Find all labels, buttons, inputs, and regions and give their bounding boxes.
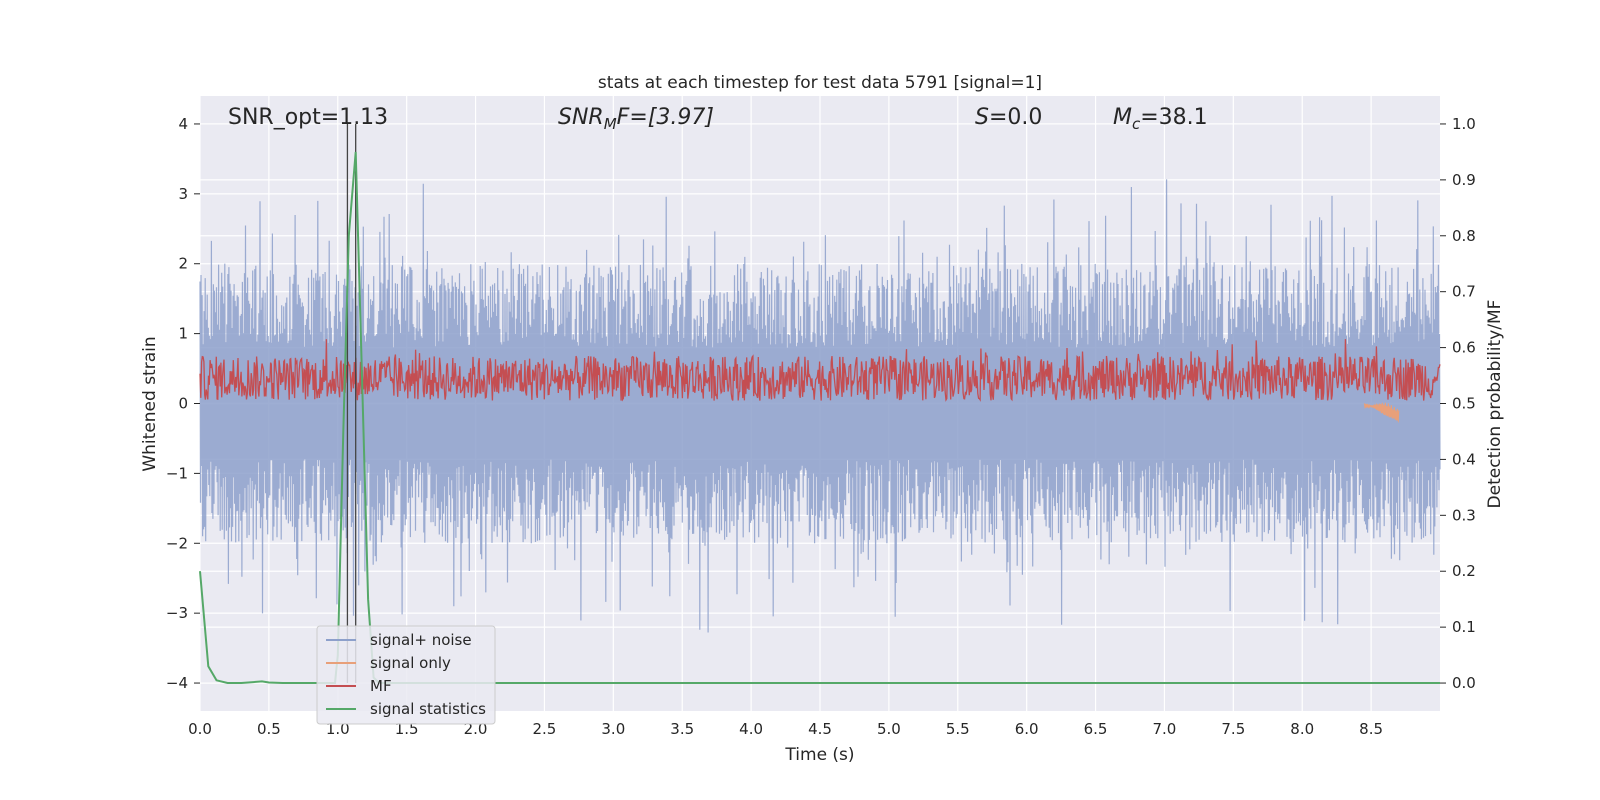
- line-mf: [199, 339, 1441, 402]
- x-tick-label: 5.0: [877, 720, 901, 738]
- y-tick-label-left: −4: [166, 674, 188, 692]
- y-axis-left-label: Whitened strain: [140, 336, 160, 471]
- x-tick-label: 0.5: [257, 720, 281, 738]
- legend-label-noise: signal+ noise: [370, 631, 472, 649]
- legend-label-stat: signal statistics: [370, 700, 486, 718]
- snr-mf-rest: F=[3.97]: [617, 105, 714, 130]
- y-tick-label-right: 0.4: [1452, 450, 1476, 468]
- mc-main: M: [1113, 105, 1132, 130]
- y-tick-label-right: 0.6: [1452, 339, 1476, 357]
- series-signal-noise: [199, 179, 1441, 633]
- y-axis-left: 4 3 2 1 0 −1 −2 −3 −4: [166, 115, 200, 692]
- x-tick-label: 2.5: [533, 720, 557, 738]
- series-signal-only: [1363, 402, 1400, 424]
- x-tick-label: 7.5: [1221, 720, 1245, 738]
- y-tick-label-right: 0.7: [1452, 283, 1476, 301]
- y-tick-label-left: −2: [166, 534, 188, 552]
- s-main: S: [975, 105, 989, 130]
- y-tick-label-left: 0: [178, 395, 188, 413]
- x-tick-label: 8.5: [1359, 720, 1383, 738]
- y-tick-label-right: 0.8: [1452, 227, 1476, 245]
- x-axis-label: Time (s): [784, 745, 854, 765]
- x-tick-label: 7.0: [1153, 720, 1177, 738]
- y-tick-label-right: 0.5: [1452, 395, 1476, 413]
- line-signal-only: [1363, 402, 1400, 424]
- annotation-snr-opt: SNR_opt=1.13: [228, 105, 388, 130]
- legend-label-mf: MF: [370, 677, 392, 695]
- legend-box: [316, 625, 496, 725]
- annotation-mc: Mc=38.1: [1113, 105, 1208, 133]
- y-tick-label-left: −3: [166, 604, 188, 622]
- y-tick-label-right: 0.2: [1452, 562, 1476, 580]
- vertical-markers: [346, 123, 357, 684]
- x-tick-label: 6.5: [1084, 720, 1108, 738]
- x-tick-label: 3.5: [670, 720, 694, 738]
- chart-title: stats at each timestep for test data 579…: [598, 73, 1042, 93]
- annotation-s: S=0.0: [975, 105, 1042, 130]
- annotation-snr-mf: SNRMF=[3.97]: [558, 105, 714, 133]
- y-tick-label-right: 0.9: [1452, 171, 1476, 189]
- y-axis-right: 1.0 0.9 0.8 0.7 0.6 0.5 0.4 0.3 0.2 0.1 0.0: [1440, 115, 1476, 692]
- legend: signal+ noise signal only MF signal stat…: [316, 625, 496, 725]
- series-mf: [199, 339, 1441, 402]
- y-tick-label-right: 1.0: [1452, 115, 1476, 133]
- mc-subscript: c: [1132, 115, 1141, 133]
- x-tick-label: 4.0: [739, 720, 763, 738]
- x-axis: 0.0 0.5 1.0 1.5 2.0 2.5 3.0 3.5 4.0 4.5 5.0 5.5 6.0 6…: [188, 720, 1383, 738]
- y-tick-label-left: 4: [178, 115, 188, 133]
- x-tick-label: 4.5: [808, 720, 832, 738]
- line-signal-noise: [199, 179, 1441, 633]
- snr-mf-subscript: M: [604, 115, 617, 133]
- y-tick-label-left: −1: [166, 464, 188, 482]
- y-tick-label-left: 2: [178, 255, 188, 273]
- y-tick-label-right: 0.1: [1452, 618, 1476, 636]
- x-tick-label: 8.0: [1290, 720, 1314, 738]
- y-tick-label-left: 1: [178, 325, 188, 343]
- y-tick-label-left: 3: [178, 185, 188, 203]
- mc-rest: =38.1: [1140, 105, 1207, 130]
- x-tick-label: 3.0: [601, 720, 625, 738]
- y-tick-label-right: 0.0: [1452, 674, 1476, 692]
- y-tick-label-right: 0.3: [1452, 506, 1476, 524]
- y-axis-right-label: Detection probability/MF: [1485, 300, 1505, 509]
- snr-mf-main: SNR: [558, 105, 604, 130]
- x-tick-label: 5.5: [946, 720, 970, 738]
- x-tick-label: 6.0: [1015, 720, 1039, 738]
- s-rest: =0.0: [989, 105, 1042, 130]
- x-tick-label: 0.0: [188, 720, 212, 738]
- legend-label-signal: signal only: [370, 654, 451, 672]
